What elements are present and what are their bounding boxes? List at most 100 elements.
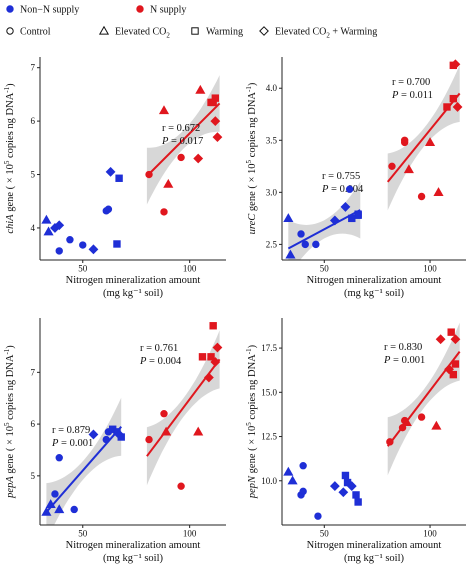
data-point-non_n-circle [301, 240, 309, 249]
data-point-non_n-diamond [340, 202, 351, 212]
confidence-band-non_n [46, 397, 122, 525]
data-point-n-square [447, 328, 455, 336]
data-point-non_n-diamond [329, 481, 340, 491]
data-point-n-triangle [195, 84, 206, 94]
data-point-non_n-circle [51, 490, 59, 498]
data-point-n-triangle [424, 137, 436, 147]
legend-triangle-marker [98, 25, 110, 35]
data-point-n-triangle [163, 178, 174, 188]
x-axis-title: Nitrogen mineralization amount [66, 275, 201, 286]
data-point-non_n-square [341, 471, 350, 480]
y-tick-label: 6 [31, 419, 36, 429]
data-point-non_n-triangle [287, 475, 298, 485]
y-tick-label: 5 [31, 170, 36, 180]
chart-panels: 50 100 4 5 6 7 Nitrogen mineralization amount (… [3, 57, 466, 564]
data-point-n-circle [398, 423, 407, 432]
data-point-n-square [451, 360, 460, 368]
stat-p: P = 0.001 [383, 355, 425, 366]
stat-r: r = 0.672 [162, 123, 200, 134]
panel-chiA: 50 100 4 5 6 7 Nitrogen mineralization amount (… [3, 57, 226, 299]
data-point-n-circle [417, 413, 426, 421]
data-point-non_n-circle [104, 205, 113, 213]
x-tick-label: 50 [320, 264, 330, 274]
y-tick-label: 7 [31, 367, 36, 377]
data-point-n-triangle [433, 187, 444, 196]
x-axis-title: Nitrogen mineralization amount [66, 540, 201, 551]
y-axis-title: pepA gene ( × 105 copies ng DNA-1) [3, 345, 16, 499]
data-point-n-circle [388, 162, 396, 171]
x-axis-unit: (mg kg⁻¹ soil) [103, 288, 164, 299]
data-point-non_n-square [348, 214, 356, 223]
legend-label: Warming [206, 27, 243, 38]
y-tick-label: 4.0 [266, 83, 278, 93]
data-point-n-diamond [210, 357, 221, 367]
data-point-n-circle [160, 410, 168, 418]
stat-r: r = 0.755 [322, 171, 360, 182]
data-point-n-diamond [212, 342, 223, 353]
x-axis-unit: (mg kg⁻¹ soil) [103, 553, 164, 564]
data-point-non_n-circle [66, 236, 74, 244]
x-tick-label: 100 [423, 264, 437, 274]
legend-non-n-marker [6, 5, 14, 13]
panel-pepN: 50 100 10.0 12.5 15.0 17.5 Nitrogen mineraliza… [245, 318, 466, 564]
data-point-non_n-circle [314, 512, 322, 520]
data-point-n-diamond [212, 132, 223, 143]
x-axis-unit: (mg kg⁻¹ soil) [344, 553, 405, 564]
data-point-non_n-circle [55, 454, 63, 462]
data-point-non_n-square [115, 174, 123, 182]
stat-p: P = 0.004 [139, 356, 182, 367]
data-point-n-triangle [403, 164, 414, 174]
data-point-n-diamond [452, 102, 463, 112]
data-point-n-triangle [431, 420, 442, 430]
data-point-non_n-diamond [105, 166, 116, 177]
data-point-n-circle [145, 170, 153, 179]
x-tick-label: 100 [423, 529, 437, 539]
data-point-non_n-square [354, 498, 362, 506]
panel-ureC: 50 100 2.5 3.0 3.5 4.0 Nitrogen mineralization… [245, 57, 466, 299]
y-tick-label: 3.5 [266, 135, 278, 145]
x-axis-title: Nitrogen mineralization amount [307, 275, 442, 286]
x-tick-label: 50 [78, 529, 88, 539]
panel-pepA: 50 100 5 6 7 Nitrogen mineralization amount (m… [3, 318, 226, 564]
data-point-non_n-square [113, 240, 121, 248]
data-point-n-circle [177, 153, 185, 162]
data-point-n-diamond [210, 116, 221, 127]
data-point-non_n-circle [79, 241, 87, 249]
data-point-non_n-triangle [43, 226, 54, 236]
data-point-n-square [211, 94, 220, 102]
y-tick-label: 10.0 [261, 476, 277, 486]
data-point-non_n-triangle [283, 466, 294, 476]
stat-p: P = 0.011 [391, 90, 433, 101]
legend-label: N supply [150, 5, 186, 16]
data-point-n-circle [177, 482, 185, 490]
data-point-n-triangle [161, 426, 172, 436]
y-tick-label: 17.5 [261, 343, 277, 353]
data-point-non_n-triangle [54, 504, 65, 514]
data-point-n-circle [386, 438, 394, 446]
data-point-non_n-diamond [329, 215, 340, 226]
y-axis-title: pepN gene ( × 105 copies ng DNA-1) [245, 344, 258, 499]
stat-r: r = 0.761 [140, 343, 178, 354]
data-point-n-circle [160, 208, 168, 216]
y-tick-label: 6 [31, 116, 36, 126]
data-point-non_n-triangle [41, 506, 52, 516]
data-point-n-diamond [450, 59, 461, 70]
data-point-n-circle [417, 192, 426, 201]
data-point-n-square [449, 370, 458, 379]
data-point-n-square [209, 322, 217, 330]
regression-line-n [146, 102, 221, 177]
data-point-non_n-diamond [346, 481, 357, 491]
data-point-non_n-diamond [88, 429, 99, 440]
x-axis-title: Nitrogen mineralization amount [307, 540, 442, 551]
data-point-non_n-circle [299, 487, 307, 496]
data-point-non_n-circle [345, 185, 354, 193]
data-point-non_n-square [354, 211, 362, 219]
legend-label: Control [20, 27, 51, 38]
stat-r: r = 0.830 [384, 342, 422, 353]
y-axis-title: chiA gene ( × 105 copies ng DNA-1) [3, 83, 16, 234]
stat-p: P = 0.001 [51, 438, 93, 449]
y-tick-label: 4 [31, 223, 36, 233]
y-tick-label: 2.5 [266, 239, 278, 249]
data-point-non_n-circle [297, 230, 305, 238]
